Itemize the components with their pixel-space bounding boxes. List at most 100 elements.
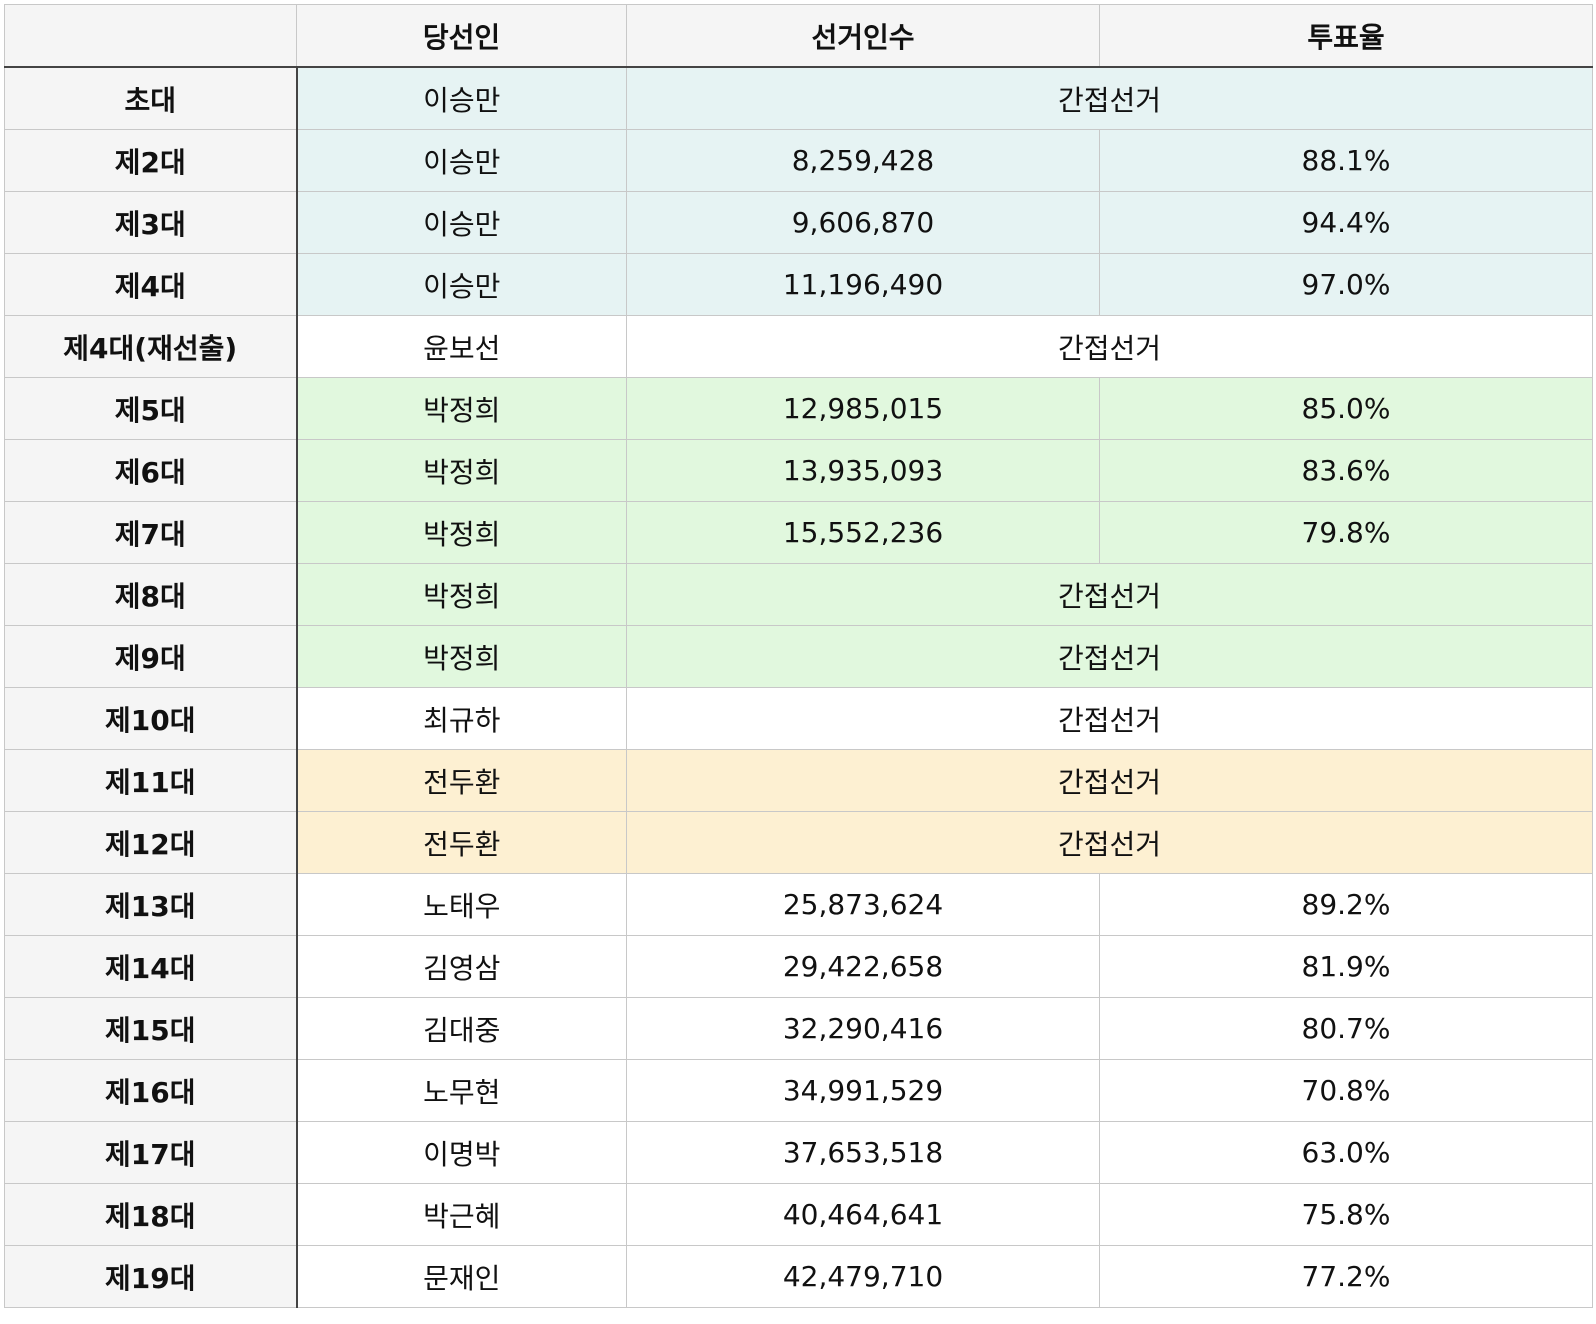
table-row: 제5대 박정희 12,985,015 85.0% (4, 377, 1593, 440)
winner-cell: 박근혜 (296, 1183, 627, 1246)
term-cell: 초대 (4, 66, 298, 130)
term-cell: 제10대 (4, 687, 298, 750)
winner-cell: 박정희 (296, 501, 627, 564)
voters-cell: 37,653,518 (626, 1121, 1100, 1184)
header-winner: 당선인 (296, 4, 627, 68)
table-row: 제2대 이승만 8,259,428 88.1% (4, 129, 1593, 192)
indirect-election-cell: 간접선거 (626, 315, 1593, 378)
table-row: 제7대 박정희 15,552,236 79.8% (4, 501, 1593, 564)
term-cell: 제8대 (4, 563, 298, 626)
indirect-election-cell: 간접선거 (626, 687, 1593, 750)
turnout-cell: 85.0% (1099, 377, 1593, 440)
voters-cell: 12,985,015 (626, 377, 1100, 440)
winner-cell: 박정희 (296, 563, 627, 626)
winner-cell: 박정희 (296, 625, 627, 688)
table-row: 제10대 최규하 간접선거 (4, 687, 1593, 750)
turnout-cell: 97.0% (1099, 253, 1593, 316)
voters-cell: 34,991,529 (626, 1059, 1100, 1122)
term-cell: 제3대 (4, 191, 298, 254)
voters-cell: 8,259,428 (626, 129, 1100, 192)
indirect-election-cell: 간접선거 (626, 749, 1593, 812)
winner-cell: 이승만 (296, 191, 627, 254)
header-voters: 선거인수 (626, 4, 1100, 68)
table-row: 제6대 박정희 13,935,093 83.6% (4, 439, 1593, 502)
table-row: 제19대 문재인 42,479,710 77.2% (4, 1245, 1593, 1308)
winner-cell: 이승만 (296, 66, 627, 130)
table-row: 제3대 이승만 9,606,870 94.4% (4, 191, 1593, 254)
table-header: 당선인 선거인수 투표율 (4, 4, 1593, 68)
voters-cell: 42,479,710 (626, 1245, 1100, 1308)
table-row: 제13대 노태우 25,873,624 89.2% (4, 873, 1593, 936)
table-row: 제8대 박정희 간접선거 (4, 563, 1593, 626)
winner-cell: 이명박 (296, 1121, 627, 1184)
voters-cell: 13,935,093 (626, 439, 1100, 502)
winner-cell: 전두환 (296, 811, 627, 874)
turnout-cell: 77.2% (1099, 1245, 1593, 1308)
term-cell: 제6대 (4, 439, 298, 502)
term-cell: 제18대 (4, 1183, 298, 1246)
winner-cell: 김영삼 (296, 935, 627, 998)
term-cell: 제4대(재선출) (4, 315, 298, 378)
winner-cell: 박정희 (296, 377, 627, 440)
winner-cell: 김대중 (296, 997, 627, 1060)
term-cell: 제11대 (4, 749, 298, 812)
turnout-cell: 88.1% (1099, 129, 1593, 192)
term-cell: 제14대 (4, 935, 298, 998)
turnout-cell: 94.4% (1099, 191, 1593, 254)
voters-cell: 29,422,658 (626, 935, 1100, 998)
term-cell: 제12대 (4, 811, 298, 874)
turnout-cell: 79.8% (1099, 501, 1593, 564)
turnout-cell: 75.8% (1099, 1183, 1593, 1246)
voters-cell: 40,464,641 (626, 1183, 1100, 1246)
voters-cell: 11,196,490 (626, 253, 1100, 316)
voters-cell: 15,552,236 (626, 501, 1100, 564)
winner-cell: 박정희 (296, 439, 627, 502)
turnout-cell: 70.8% (1099, 1059, 1593, 1122)
table-row: 제17대 이명박 37,653,518 63.0% (4, 1121, 1593, 1184)
term-cell: 제7대 (4, 501, 298, 564)
table-row: 제4대(재선출) 윤보선 간접선거 (4, 315, 1593, 378)
election-table: 당선인 선거인수 투표율 초대 이승만 간접선거 제2대 이승만 8,259,428 88.… (4, 4, 1593, 1308)
indirect-election-cell: 간접선거 (626, 563, 1593, 626)
table-body: 초대 이승만 간접선거 제2대 이승만 8,259,428 88.1% 제3대 이승만 9,606… (4, 66, 1593, 1308)
winner-cell: 노태우 (296, 873, 627, 936)
term-cell: 제16대 (4, 1059, 298, 1122)
turnout-cell: 81.9% (1099, 935, 1593, 998)
table-row: 제16대 노무현 34,991,529 70.8% (4, 1059, 1593, 1122)
winner-cell: 전두환 (296, 749, 627, 812)
winner-cell: 노무현 (296, 1059, 627, 1122)
indirect-election-cell: 간접선거 (626, 66, 1593, 130)
header-turnout: 투표율 (1099, 4, 1593, 68)
indirect-election-cell: 간접선거 (626, 811, 1593, 874)
term-cell: 제9대 (4, 625, 298, 688)
term-cell: 제19대 (4, 1245, 298, 1308)
voters-cell: 32,290,416 (626, 997, 1100, 1060)
table-row: 제12대 전두환 간접선거 (4, 811, 1593, 874)
table-row: 제4대 이승만 11,196,490 97.0% (4, 253, 1593, 316)
winner-cell: 최규하 (296, 687, 627, 750)
term-cell: 제15대 (4, 997, 298, 1060)
term-cell: 제5대 (4, 377, 298, 440)
term-cell: 제4대 (4, 253, 298, 316)
turnout-cell: 63.0% (1099, 1121, 1593, 1184)
voters-cell: 9,606,870 (626, 191, 1100, 254)
table-row: 제14대 김영삼 29,422,658 81.9% (4, 935, 1593, 998)
winner-cell: 이승만 (296, 129, 627, 192)
table-row: 제18대 박근혜 40,464,641 75.8% (4, 1183, 1593, 1246)
table-row: 초대 이승만 간접선거 (4, 66, 1593, 130)
winner-cell: 윤보선 (296, 315, 627, 378)
term-cell: 제2대 (4, 129, 298, 192)
winner-cell: 문재인 (296, 1245, 627, 1308)
voters-cell: 25,873,624 (626, 873, 1100, 936)
term-cell: 제13대 (4, 873, 298, 936)
term-cell: 제17대 (4, 1121, 298, 1184)
table-row: 제9대 박정희 간접선거 (4, 625, 1593, 688)
turnout-cell: 83.6% (1099, 439, 1593, 502)
turnout-cell: 80.7% (1099, 997, 1593, 1060)
table-row: 제15대 김대중 32,290,416 80.7% (4, 997, 1593, 1060)
indirect-election-cell: 간접선거 (626, 625, 1593, 688)
header-corner (4, 4, 297, 68)
header-row: 당선인 선거인수 투표율 (4, 4, 1593, 68)
turnout-cell: 89.2% (1099, 873, 1593, 936)
winner-cell: 이승만 (296, 253, 627, 316)
